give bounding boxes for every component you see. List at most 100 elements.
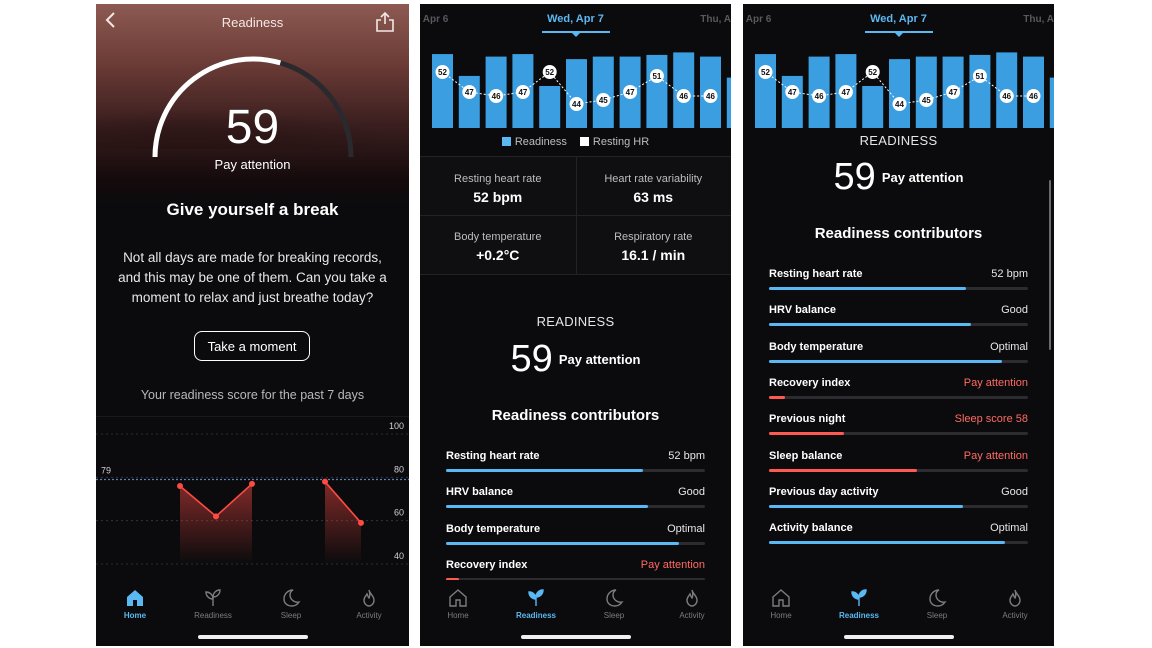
hero-background: [96, 4, 409, 204]
contributor-row[interactable]: Sleep balance Pay attention: [769, 450, 1028, 486]
date-next[interactable]: Thu, Apr: [700, 14, 731, 25]
readiness-hr-bar-chart[interactable]: 52 47 46 47 52 44 45 47 51 46 46: [743, 44, 1054, 128]
contributor-track: [769, 541, 1028, 545]
score-area: [325, 481, 361, 564]
readiness-overview-screen: Readiness 59 Pay attention Give yourself…: [96, 4, 409, 646]
metric-label: Resting heart rate: [454, 173, 542, 185]
nav-readiness[interactable]: Readiness: [829, 588, 889, 620]
moon-icon: [283, 589, 301, 607]
readiness-bar[interactable]: [592, 56, 614, 128]
readiness-bar[interactable]: [969, 54, 991, 128]
contributor-fill: [446, 469, 643, 472]
readiness-status: Pay attention: [881, 170, 964, 185]
readiness-bar[interactable]: [889, 59, 910, 128]
score-area: [180, 483, 252, 564]
date-pointer: [570, 32, 581, 37]
nav-activity-label: Activity: [1002, 611, 1028, 620]
nav-sleep[interactable]: Sleep: [907, 588, 967, 620]
page-title: Readiness: [221, 15, 284, 30]
contributor-row[interactable]: Body temperature Optimal: [446, 523, 705, 559]
date-current[interactable]: Wed, Apr 7: [547, 13, 604, 25]
contributor-label: Previous night: [769, 413, 846, 426]
hr-point: [758, 65, 773, 79]
contributor-label: Previous day activity: [769, 485, 879, 498]
nav-readiness[interactable]: Readiness: [183, 588, 243, 620]
metrics-grid: Resting heart rate 52 bpm Heart rate var…: [420, 156, 731, 275]
moon-icon: [929, 589, 947, 607]
readiness-bar[interactable]: [539, 86, 561, 128]
score-point: [177, 483, 183, 489]
contributor-value: Optimal: [990, 340, 1028, 353]
readiness-bar[interactable]: [862, 86, 884, 128]
contributor-track: [769, 323, 1028, 327]
readiness-bar[interactable]: [646, 54, 668, 128]
hr-label: 47: [465, 88, 474, 97]
contributor-row[interactable]: Resting heart rate 52 bpm: [446, 450, 705, 486]
date-current[interactable]: Wed, Apr 7: [870, 13, 927, 25]
contributor-value: 52 bpm: [668, 450, 705, 462]
readiness-hr-bar-chart[interactable]: 52 47 46 47 52 44 45 47 51 46 46: [420, 44, 731, 128]
contributor-value: Pay attention: [640, 558, 705, 571]
hr-line: [442, 71, 711, 105]
contributor-row[interactable]: Previous night Sleep score 58: [769, 413, 1028, 449]
date-prev[interactable]: e, Apr 6: [420, 14, 449, 25]
scrollbar[interactable]: [1049, 180, 1051, 350]
contributor-track: [769, 287, 1028, 290]
readiness-bar[interactable]: [726, 77, 731, 128]
nav-sleep[interactable]: Sleep: [584, 588, 644, 620]
contributor-track: [446, 577, 705, 581]
contributor-row[interactable]: Activity balance Optimal: [769, 522, 1028, 558]
contributor-row[interactable]: HRV balance Good: [769, 304, 1028, 340]
hr-label: 44: [572, 100, 581, 109]
hr-point: [999, 89, 1014, 103]
insight-body: Not all days are made for breaking recor…: [118, 250, 387, 305]
nav-home-label: Home: [770, 611, 792, 620]
contributor-row[interactable]: Resting heart rate 52 bpm: [769, 268, 1028, 304]
nav-sleep-label: Sleep: [280, 611, 302, 620]
back-icon[interactable]: [103, 10, 119, 30]
y-tick-label: 60: [394, 508, 404, 518]
date-selector: e, Apr 6 Wed, Apr 7 Thu, Apr: [743, 4, 1054, 37]
nav-home[interactable]: Home: [105, 588, 165, 620]
nav-activity[interactable]: Activity: [339, 588, 399, 620]
home-indicator: [520, 635, 631, 639]
readiness-bar[interactable]: [915, 56, 937, 128]
share-icon[interactable]: [375, 11, 395, 33]
nav-home[interactable]: Home: [751, 588, 811, 620]
hr-label: 46: [815, 92, 824, 101]
take-a-moment-button[interactable]: Take a moment: [194, 331, 310, 361]
nav-home[interactable]: Home: [428, 588, 488, 620]
contributor-track: [769, 359, 1028, 363]
contributor-row[interactable]: Recovery index Pay attention: [769, 377, 1028, 413]
date-next[interactable]: Thu, Apr: [1023, 14, 1054, 25]
readiness-bar[interactable]: [458, 75, 480, 128]
bottom-nav: Home Readiness Sleep Activity: [743, 580, 1054, 646]
hr-label: 47: [518, 88, 527, 97]
contributor-row[interactable]: Recovery index Pay attention: [446, 559, 705, 595]
nav-readiness-label: Readiness: [838, 611, 880, 620]
score-line: [324, 481, 362, 524]
contributor-fill: [446, 505, 649, 509]
hr-point: [623, 85, 638, 99]
contributor-row[interactable]: HRV balance Good: [446, 486, 705, 522]
readiness-section-label: READINESS: [536, 314, 615, 329]
nav-readiness[interactable]: Readiness: [506, 588, 566, 620]
metric-resting-hr: Resting heart rate 52 bpm: [420, 157, 576, 215]
readiness-bar[interactable]: [1049, 77, 1054, 128]
flame-icon: [686, 589, 698, 607]
date-prev[interactable]: e, Apr 6: [743, 14, 772, 25]
contributor-track: [769, 504, 1028, 508]
readiness-bar[interactable]: [781, 75, 803, 128]
nav-sleep[interactable]: Sleep: [261, 588, 321, 620]
readiness-bar[interactable]: [566, 59, 587, 128]
nav-activity[interactable]: Activity: [985, 588, 1045, 620]
contributor-label: Resting heart rate: [446, 450, 540, 462]
contributor-fill: [769, 468, 917, 472]
contributor-value: Optimal: [990, 522, 1028, 535]
contributor-track: [446, 469, 705, 472]
contributor-row[interactable]: Body temperature Optimal: [769, 341, 1028, 377]
contributor-fill: [769, 359, 1003, 363]
contributor-row[interactable]: Previous day activity Good: [769, 486, 1028, 522]
past-7-days-label: Your readiness score for the past 7 days: [140, 388, 365, 402]
nav-activity[interactable]: Activity: [662, 588, 722, 620]
